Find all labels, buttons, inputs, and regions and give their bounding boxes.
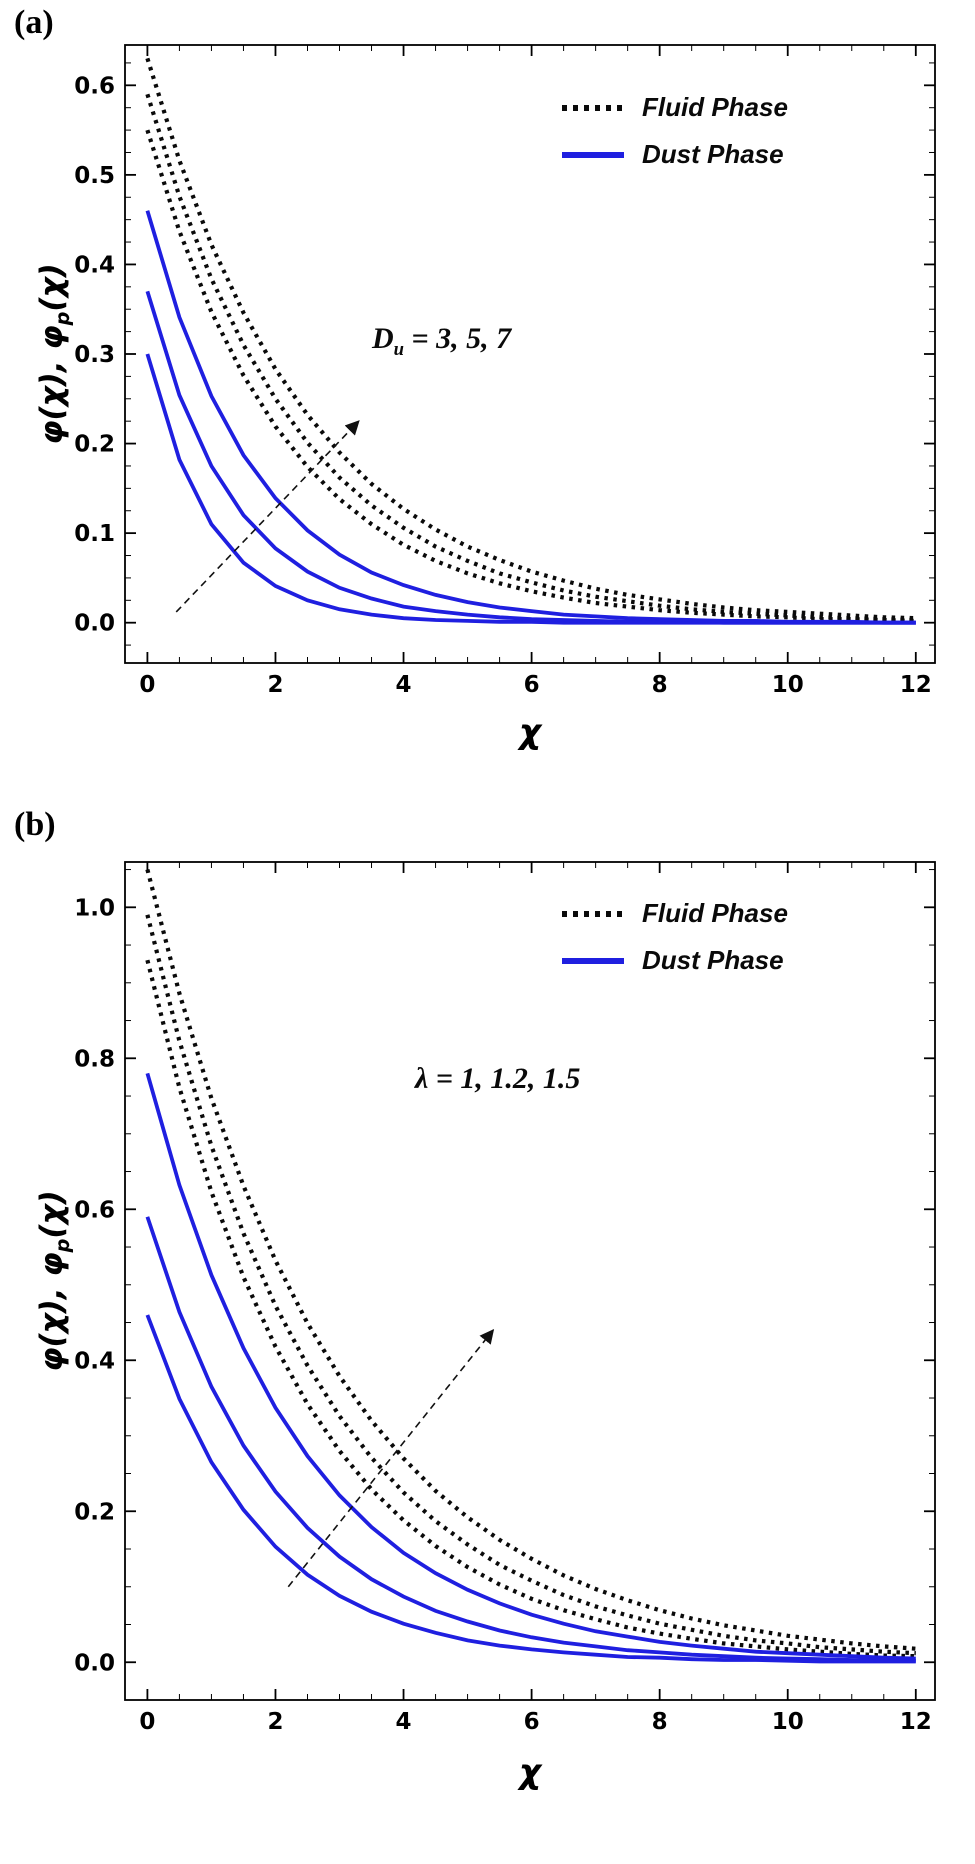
curve-fluid-1 [145, 914, 916, 1656]
y-axis-label-a-sub: p [51, 311, 75, 326]
legend-item-fluid-b: Fluid Phase [560, 898, 788, 929]
y-tick-label: 0.6 [74, 73, 115, 99]
legend-label-dust-a: Dust Phase [642, 139, 784, 169]
annotation-a-pre: D [372, 322, 394, 355]
trend-arrow [287, 1328, 495, 1588]
panel-a-label: (a) [14, 4, 54, 41]
tick-labels: 0 2 4 6 8 10 12 0.0 0.1 0.2 0.3 0.4 0.5 0.6 [74, 73, 932, 698]
curves [145, 868, 916, 1664]
fluid-phase-line-swatch [562, 910, 624, 917]
annotation-b: λ = 1, 1.2, 1.5 [415, 1062, 580, 1101]
curve-fluid-1 [145, 93, 916, 623]
y-tick-label: 0.6 [74, 1197, 115, 1223]
x-tick-label: 0 [139, 1709, 155, 1735]
curve-dust-2 [145, 210, 916, 625]
y-axis-label-b-pre: φ(χ), φ [33, 1252, 70, 1372]
plot-frame [124, 861, 936, 1701]
curves [145, 57, 916, 625]
legend-label-fluid-a: Fluid Phase [642, 92, 788, 122]
y-tick-label: 0.3 [74, 342, 115, 368]
y-tick-label: 0.2 [74, 432, 115, 458]
legend-item-dust-a: Dust Phase [560, 139, 788, 170]
x-tick-label: 2 [267, 1709, 283, 1735]
axis-ticks [125, 862, 935, 1701]
x-axis-label-b: χ [519, 1752, 541, 1792]
tick-labels: 0 2 4 6 8 10 12 0.0 0.2 0.4 0.6 0.8 1.0 [74, 895, 932, 1735]
curve-fluid-0 [145, 959, 916, 1659]
annotation-b-pre: λ [415, 1062, 429, 1095]
curve-dust-2 [145, 1072, 916, 1661]
x-tick-label: 4 [396, 672, 412, 698]
curve-fluid-0 [145, 129, 916, 623]
curve-dust-1 [145, 1216, 916, 1663]
fluid-phase-line-swatch [562, 104, 624, 111]
y-tick-label: 0.4 [74, 252, 115, 278]
curve-dust-0 [145, 353, 916, 625]
annotation-a: Du = 3, 5, 7 [372, 322, 511, 361]
legend-item-dust-b: Dust Phase [560, 945, 788, 976]
x-tick-label: 0 [139, 672, 155, 698]
dust-phase-line-swatch [562, 151, 624, 158]
x-tick-label: 12 [900, 672, 932, 698]
x-tick-label: 10 [772, 1709, 804, 1735]
x-tick-label: 2 [267, 672, 283, 698]
x-axis-label-a: χ [519, 712, 541, 752]
panel-b-label: (b) [14, 806, 56, 843]
curve-fluid-2 [145, 868, 916, 1651]
annotation-a-post: = 3, 5, 7 [404, 322, 512, 355]
legend-b: Fluid Phase Dust Phase [560, 898, 788, 976]
panel-b-plot: 0 2 4 6 8 10 12 0.0 0.2 0.4 0.6 0.8 1.0 [74, 861, 936, 1735]
axis-ticks [125, 45, 935, 663]
y-axis-label-b: φ(χ), φp(χ) [34, 1190, 74, 1372]
annotation-a-sub: u [393, 339, 405, 360]
trend-arrow [175, 420, 360, 613]
legend-label-fluid-b: Fluid Phase [642, 898, 788, 928]
y-axis-label-a-pre: φ(χ), φ [33, 325, 70, 445]
x-tick-label: 4 [396, 1709, 412, 1735]
legend-label-dust-b: Dust Phase [642, 945, 784, 975]
y-tick-label: 0.0 [74, 1650, 115, 1676]
y-tick-label: 0.4 [74, 1348, 115, 1374]
y-tick-label: 0.0 [74, 611, 115, 637]
x-tick-label: 10 [772, 672, 804, 698]
x-tick-label: 6 [524, 1709, 540, 1735]
y-axis-label-b-sub: p [51, 1238, 75, 1253]
x-tick-label: 6 [524, 672, 540, 698]
legend-item-fluid-a: Fluid Phase [560, 92, 788, 123]
x-tick-label: 8 [652, 1709, 668, 1735]
y-tick-label: 0.1 [74, 521, 115, 547]
annotation-b-post: = 1, 1.2, 1.5 [428, 1062, 581, 1095]
curve-dust-1 [145, 290, 916, 625]
y-axis-label-a: φ(χ), φp(χ) [34, 263, 74, 445]
curve-dust-0 [145, 1314, 916, 1664]
y-tick-label: 1.0 [74, 895, 115, 921]
x-tick-label: 12 [900, 1709, 932, 1735]
panel-a-plot: 0 2 4 6 8 10 12 0.0 0.1 0.2 0.3 0.4 0.5 0.6 [74, 44, 936, 698]
y-tick-label: 0.2 [74, 1499, 115, 1525]
legend-a: Fluid Phase Dust Phase [560, 92, 788, 170]
y-axis-label-a-post: (χ) [33, 263, 70, 312]
dust-phase-line-swatch [562, 957, 624, 964]
y-tick-label: 0.8 [74, 1046, 115, 1072]
y-axis-label-b-post: (χ) [33, 1190, 70, 1239]
y-tick-label: 0.5 [74, 163, 115, 189]
x-tick-label: 8 [652, 672, 668, 698]
